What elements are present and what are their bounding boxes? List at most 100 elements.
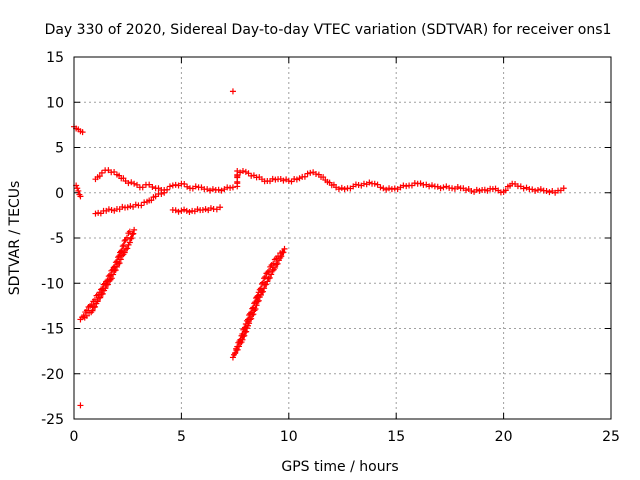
data-point — [86, 309, 93, 316]
data-point — [113, 263, 120, 270]
data-point — [129, 231, 136, 238]
data-point — [202, 206, 209, 213]
y-axis-label: SDTVAR / TECUs — [7, 181, 23, 296]
data-point — [229, 354, 236, 361]
data-point — [93, 300, 100, 307]
grid — [74, 57, 611, 419]
data-point — [124, 204, 131, 211]
data-point — [92, 210, 99, 217]
data-point — [119, 203, 126, 210]
x-tick-label: 20 — [495, 429, 513, 445]
y-tick-label: 15 — [46, 50, 64, 66]
data-point — [473, 186, 480, 193]
data-point — [248, 315, 255, 322]
data-point — [131, 226, 138, 233]
data-point — [237, 340, 244, 347]
data-point — [543, 187, 550, 194]
x-axis-label: GPS time / hours — [281, 459, 398, 475]
y-tick-label: -5 — [50, 231, 64, 247]
data-point — [127, 235, 134, 242]
data-point — [264, 278, 271, 285]
data-point — [426, 183, 433, 190]
data-point — [304, 170, 311, 177]
data-point — [546, 189, 553, 196]
data-point — [229, 184, 236, 191]
x-tick-label: 15 — [387, 429, 405, 445]
data-point — [209, 186, 216, 193]
data-point — [181, 181, 188, 188]
data-point — [215, 186, 222, 193]
outlier-point — [229, 88, 236, 95]
data-point — [164, 186, 171, 193]
data-point — [207, 205, 214, 212]
data-point — [178, 207, 185, 214]
data-point — [255, 297, 262, 304]
data-point — [269, 267, 276, 274]
data-point — [139, 184, 146, 191]
data-point — [146, 181, 153, 188]
data-point — [341, 186, 348, 193]
data-point — [105, 273, 112, 280]
data-point — [250, 311, 257, 318]
data-point — [217, 204, 224, 211]
data-point — [74, 185, 81, 192]
data-point — [454, 184, 461, 191]
axis-ticks: 0 5 10 15 20 25 15 10 5 0 -5 -10 -15 -20 -25 — [41, 50, 620, 445]
chart-title: Day 330 of 2020, Sidereal Day-to-day VTE… — [45, 22, 612, 38]
data-point — [481, 186, 488, 193]
data-point — [377, 184, 384, 191]
data-point — [75, 187, 82, 194]
data-point — [122, 245, 129, 252]
data-point — [98, 291, 105, 298]
data-point — [141, 199, 148, 206]
data-point — [468, 187, 475, 194]
data-point — [238, 339, 245, 346]
data-point — [110, 271, 117, 278]
data-point — [320, 174, 327, 181]
data-point — [127, 203, 134, 210]
plot-frame — [73, 56, 612, 420]
y-tick-label: 0 — [55, 186, 64, 202]
data-points — [71, 88, 567, 409]
data-point — [192, 183, 199, 190]
data-point — [386, 185, 393, 192]
y-tick-label: -15 — [41, 322, 64, 338]
data-point — [95, 294, 102, 301]
data-point — [256, 293, 263, 300]
data-point — [121, 237, 128, 244]
data-point — [261, 285, 268, 292]
data-point — [119, 243, 126, 250]
data-point — [281, 245, 288, 252]
data-point — [244, 325, 251, 332]
data-point — [371, 180, 378, 187]
data-point — [437, 185, 444, 192]
data-point — [296, 175, 303, 182]
data-point — [253, 302, 260, 309]
y-tick-label: -10 — [41, 276, 64, 292]
data-point — [132, 201, 139, 208]
x-tick-label: 0 — [70, 429, 79, 445]
data-point — [301, 173, 308, 180]
data-point — [242, 168, 249, 175]
data-point — [79, 129, 86, 136]
data-point — [265, 275, 272, 282]
x-tick-label: 5 — [177, 429, 186, 445]
data-point — [252, 306, 259, 313]
data-point — [227, 184, 234, 191]
data-point — [169, 182, 176, 189]
data-point — [103, 281, 110, 288]
data-point — [131, 180, 138, 187]
data-point — [101, 287, 108, 294]
data-point — [77, 193, 84, 200]
y-tick-label: -25 — [41, 412, 64, 428]
data-point — [366, 179, 373, 186]
data-point — [138, 202, 145, 209]
data-point — [194, 206, 201, 213]
data-point — [90, 304, 97, 311]
y-tick-label: 5 — [55, 141, 64, 157]
data-point — [232, 349, 239, 356]
data-point — [313, 171, 320, 178]
data-point — [128, 235, 135, 242]
